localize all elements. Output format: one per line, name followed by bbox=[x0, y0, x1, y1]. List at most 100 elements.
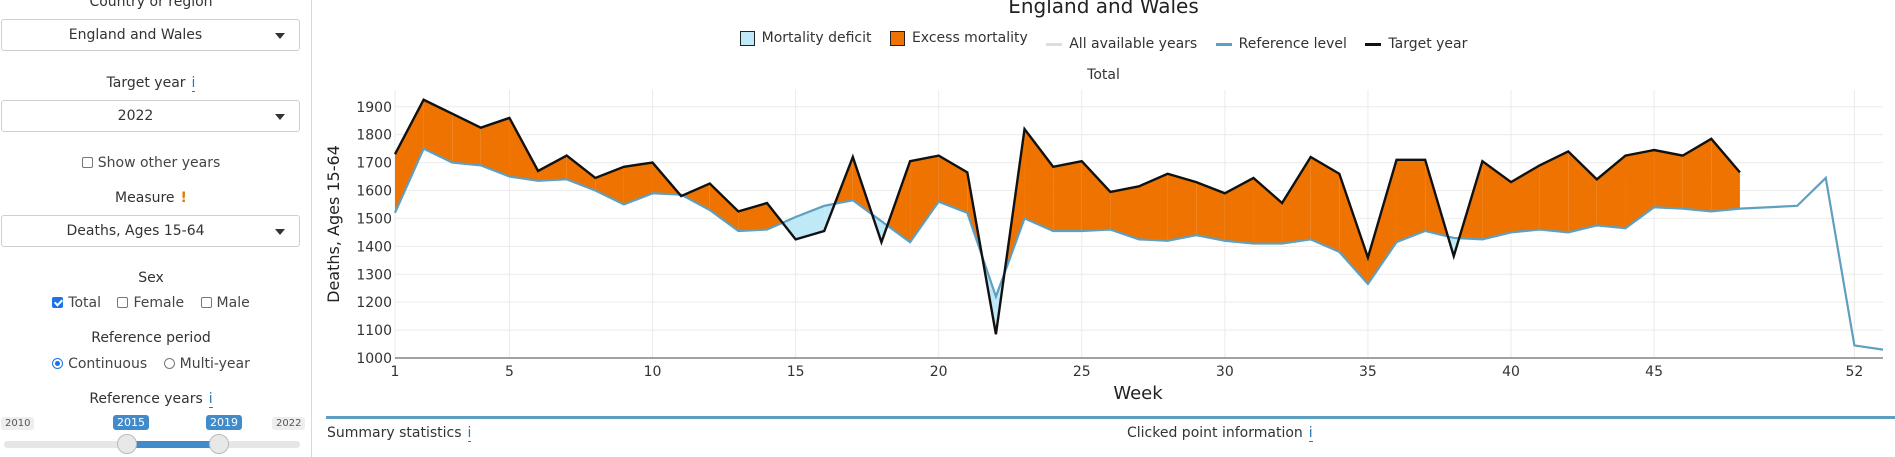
chart-legend: Mortality deficit Excess mortality All a… bbox=[312, 30, 1895, 52]
excess-area bbox=[709, 183, 739, 231]
measure-select[interactable]: Deaths, Ages 15-64 bbox=[1, 215, 300, 247]
x-tick-label: 35 bbox=[1359, 364, 1377, 380]
slider-min-label: 2010 bbox=[1, 417, 35, 430]
excess-area bbox=[1711, 138, 1740, 212]
excess-area bbox=[1682, 138, 1712, 212]
excess-area bbox=[1396, 159, 1426, 243]
y-tick-label: 1800 bbox=[356, 128, 392, 144]
summary-statistics-heading: Summary statistics i bbox=[327, 425, 472, 442]
show-other-years-label: Show other years bbox=[97, 155, 221, 171]
sex-option-male[interactable]: Male bbox=[200, 295, 250, 311]
measure-label: Measure bbox=[115, 190, 175, 206]
sex-option-female[interactable]: Female bbox=[117, 295, 184, 311]
slider-to-label: 2019 bbox=[206, 415, 242, 430]
reference-period-options: Continuous Multi-year bbox=[0, 356, 302, 372]
excess-area bbox=[1282, 157, 1311, 244]
excess-area bbox=[1654, 150, 1683, 209]
ref-period-option-label: Multi-year bbox=[179, 356, 250, 372]
multi-year-radio[interactable] bbox=[163, 358, 175, 369]
legend-label: Reference level bbox=[1238, 36, 1347, 52]
excess-area bbox=[887, 161, 911, 243]
x-tick-label: 20 bbox=[930, 364, 948, 380]
summary-info-icon[interactable]: i bbox=[467, 425, 472, 442]
excess-area bbox=[452, 113, 481, 166]
legend-item-target[interactable]: Target year bbox=[1365, 36, 1467, 52]
sex-male-checkbox[interactable] bbox=[200, 297, 212, 308]
legend-item-excess[interactable]: Excess mortality bbox=[889, 30, 1028, 46]
reference-line-swatch bbox=[1215, 42, 1232, 46]
target-year-select[interactable]: 2022 bbox=[1, 100, 300, 132]
continuous-radio[interactable] bbox=[52, 358, 64, 369]
slider-selected-range bbox=[127, 441, 219, 448]
mortality-chart[interactable]: 1000 1100 1200 1300 1400 1500 1600 1700 1800 1900… bbox=[312, 80, 1895, 410]
excess-area bbox=[682, 183, 710, 211]
excess-area bbox=[1625, 150, 1655, 229]
legend-label: Excess mortality bbox=[911, 30, 1028, 46]
excess-area bbox=[1196, 182, 1225, 241]
target-year-label: Target year bbox=[106, 75, 186, 91]
x-tick-label: 40 bbox=[1502, 364, 1520, 380]
y-axis-title: Deaths, Ages 15-64 bbox=[324, 145, 343, 303]
deficit-swatch bbox=[739, 30, 755, 46]
all-years-line-swatch bbox=[1046, 42, 1063, 46]
x-tick-label: 52 bbox=[1845, 364, 1863, 380]
country-select-value: England and Wales bbox=[68, 27, 203, 43]
sex-option-label: Male bbox=[216, 295, 250, 311]
excess-area bbox=[1339, 173, 1368, 285]
excess-area bbox=[1053, 161, 1082, 231]
slider-from-label: 2015 bbox=[113, 415, 149, 430]
target-year-select-value: 2022 bbox=[117, 108, 154, 124]
legend-label: Target year bbox=[1388, 36, 1468, 52]
divider bbox=[326, 416, 1895, 419]
target-line-swatch bbox=[1365, 42, 1382, 46]
clicked-info-icon[interactable]: i bbox=[1308, 425, 1313, 442]
ref-period-option-continuous[interactable]: Continuous bbox=[52, 356, 147, 372]
chevron-down-icon bbox=[275, 229, 285, 235]
y-tick-label: 1300 bbox=[356, 267, 392, 283]
target-year-info-icon[interactable]: i bbox=[191, 75, 196, 92]
country-select[interactable]: England and Wales bbox=[1, 19, 300, 51]
y-tick-label: 1400 bbox=[356, 239, 392, 255]
slider-handle-from[interactable] bbox=[117, 434, 137, 454]
y-tick-label: 1100 bbox=[356, 323, 392, 339]
excess-area bbox=[1024, 129, 1054, 231]
legend-item-all-years[interactable]: All available years bbox=[1046, 36, 1197, 52]
y-tick-label: 1500 bbox=[356, 211, 392, 227]
sex-label: Sex bbox=[138, 270, 164, 286]
reference-years-label: Reference years bbox=[89, 391, 203, 407]
excess-area bbox=[1224, 177, 1254, 244]
show-other-years-checkbox[interactable] bbox=[81, 157, 93, 168]
ref-period-option-multiyear[interactable]: Multi-year bbox=[163, 356, 250, 372]
sidebar: Country or region England and Wales Targ… bbox=[0, 0, 312, 457]
measure-warning-icon[interactable]: ! bbox=[180, 190, 187, 206]
summary-statistics-label: Summary statistics bbox=[327, 425, 462, 441]
measure-heading: Measure! bbox=[0, 190, 302, 206]
slider-handle-to[interactable] bbox=[209, 434, 229, 454]
excess-area bbox=[538, 155, 567, 181]
excess-area bbox=[1568, 151, 1597, 233]
deficit-area bbox=[795, 205, 825, 240]
x-tick-label: 1 bbox=[391, 364, 400, 380]
excess-area bbox=[623, 162, 653, 205]
reference-years-info-icon[interactable]: i bbox=[208, 391, 213, 408]
sex-option-total[interactable]: Total bbox=[52, 295, 101, 311]
legend-item-deficit[interactable]: Mortality deficit bbox=[739, 30, 872, 46]
clicked-point-label: Clicked point information bbox=[1127, 425, 1303, 441]
target-year-line bbox=[393, 98, 1741, 335]
excess-area bbox=[1081, 161, 1111, 231]
x-tick-label: 15 bbox=[787, 364, 805, 380]
legend-item-reference[interactable]: Reference level bbox=[1215, 36, 1347, 52]
country-label: Country or region bbox=[89, 0, 213, 10]
sex-total-checkbox[interactable] bbox=[52, 297, 64, 308]
facet-title: Total bbox=[1087, 67, 1120, 83]
excess-area bbox=[395, 99, 424, 213]
show-other-years-row[interactable]: Show other years bbox=[0, 155, 302, 171]
legend-label: Mortality deficit bbox=[761, 30, 872, 46]
x-tick-label: 25 bbox=[1073, 364, 1091, 380]
y-tick-label: 1900 bbox=[356, 100, 392, 116]
excess-area bbox=[423, 99, 453, 163]
excess-area bbox=[1167, 173, 1197, 241]
reference-level-line bbox=[393, 147, 1884, 351]
excess-area bbox=[938, 155, 968, 213]
sex-female-checkbox[interactable] bbox=[117, 297, 129, 308]
